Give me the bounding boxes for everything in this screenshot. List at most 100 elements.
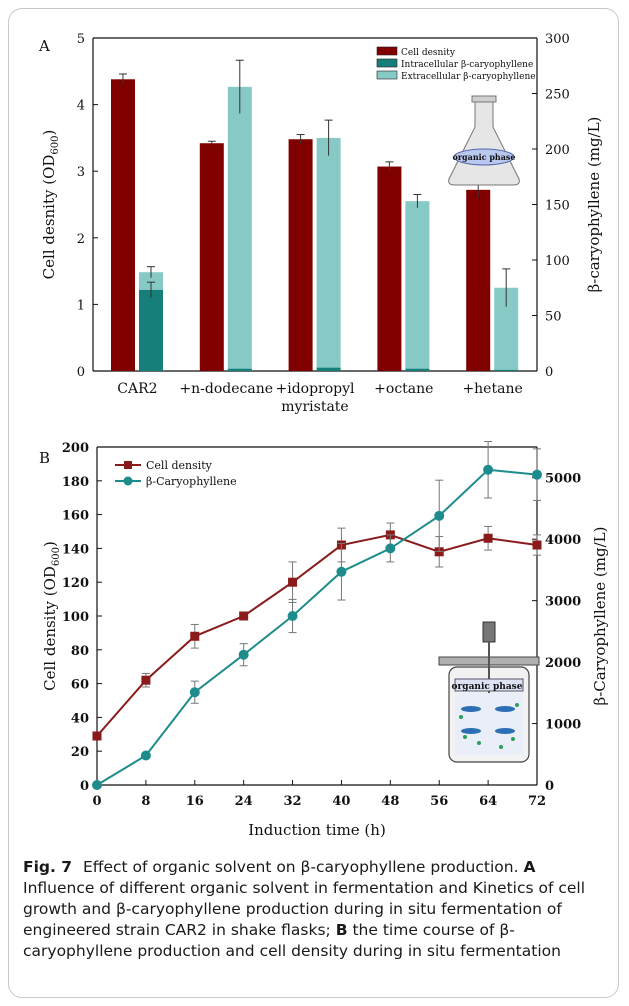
a-left-tick-label: 3: [77, 165, 85, 180]
flask-organic-label: organic phase: [452, 152, 515, 162]
a-legend-label: Intracellular β-caryophyllene: [401, 60, 533, 70]
b-point-cell-density: [92, 731, 102, 741]
a-bar-intracellular: [139, 289, 163, 371]
a-bar-cell-density: [377, 166, 402, 371]
b-legend-label: β-Caryophyllene: [146, 475, 237, 488]
b-legend-marker: [123, 476, 133, 486]
b-legend-marker: [124, 461, 132, 469]
b-x-tick-label: 32: [284, 794, 302, 809]
a-bar-intracellular: [227, 368, 252, 371]
flask-inset: organic phase: [448, 95, 520, 186]
caption-a-label: A: [523, 858, 536, 876]
b-x-tick-label: 0: [92, 794, 101, 809]
a-legend-swatch: [376, 58, 398, 68]
flask-organic-layer: [453, 148, 515, 166]
b-left-tick-label: 60: [71, 678, 89, 693]
a-legend-label: Cell desnity: [401, 48, 456, 58]
b-x-tick-label: 64: [479, 794, 497, 809]
a-category-label: +n-dodecane: [179, 381, 273, 397]
reactor-organic-layer: [454, 678, 524, 692]
a-legend-swatch: [376, 70, 398, 80]
bioreactor-inset: organic phase: [438, 621, 540, 763]
a-bar-cell-density: [288, 139, 313, 371]
b-x-tick-label: 72: [528, 794, 546, 809]
caption-title: Effect of organic solvent on β-caryophyl…: [83, 858, 519, 876]
caption-b-label: B: [335, 921, 348, 939]
flask-body: [448, 100, 520, 186]
a-left-axis-title: Cell desnity (OD600): [40, 130, 61, 280]
panel-a-letter: A: [38, 37, 50, 55]
a-bar-intracellular: [494, 369, 519, 371]
b-point-caryophyllene: [483, 464, 494, 475]
b-point-caryophyllene: [336, 566, 347, 577]
b-line-cell-density: [96, 533, 538, 737]
b-x-tick-label: 8: [141, 794, 150, 809]
a-legend-label: Extracellular β-caryophyllene: [401, 72, 536, 82]
b-point-caryophyllene: [238, 649, 249, 660]
b-left-axis-title: Cell density (OD600): [41, 541, 62, 691]
b-line-caryophyllene: [96, 468, 538, 786]
caption-b-text: the time course of β-caryophyllene produ…: [23, 921, 561, 960]
a-right-tick-label: 100: [545, 254, 570, 269]
b-point-cell-density: [239, 611, 249, 621]
reactor-impeller: [461, 728, 481, 734]
b-x-tick-label: 48: [381, 794, 399, 809]
a-bar-cell-density: [199, 143, 224, 371]
b-point-cell-density: [141, 675, 151, 685]
figure-caption: Fig. 7 Effect of organic solvent on β-ca…: [23, 857, 604, 962]
reactor-cell: [463, 735, 467, 739]
b-x-tick-label: 24: [235, 794, 253, 809]
panel-b-chart: B020406080100120140160180200010002000300…: [39, 440, 609, 839]
a-right-tick-label: 0: [545, 365, 553, 380]
b-right-axis-title: β-Caryophyllene (mg/L): [591, 527, 609, 706]
b-point-caryophyllene: [385, 543, 396, 554]
b-left-tick-label: 180: [62, 475, 89, 490]
a-left-tick-label: 2: [77, 232, 85, 247]
b-x-axis-title: Induction time (h): [248, 821, 386, 839]
a-bar-intracellular: [316, 367, 341, 371]
reactor-organic-label: organic phase: [452, 682, 523, 692]
reactor-cell: [515, 703, 519, 707]
flask-neck-rim: [471, 95, 497, 103]
reactor-cell: [511, 737, 515, 741]
reactor-broth: [455, 693, 523, 755]
reactor-cell: [477, 741, 481, 745]
b-x-tick-label: 56: [430, 794, 448, 809]
b-left-tick-label: 200: [62, 441, 89, 456]
a-bar-extracellular: [405, 201, 430, 371]
a-bar-cell-density: [111, 79, 135, 372]
b-point-caryophyllene: [140, 750, 151, 761]
b-legend-label: Cell density: [146, 459, 213, 472]
b-left-tick-label: 20: [71, 745, 89, 760]
a-legend-swatch: [376, 46, 398, 56]
a-bar-cell-density: [466, 189, 491, 371]
a-left-tick-label: 1: [77, 298, 85, 313]
b-left-tick-label: 80: [71, 644, 89, 659]
a-category-label: CAR2: [117, 381, 157, 397]
b-right-tick-label: 5000: [545, 472, 581, 487]
reactor-impeller: [461, 706, 481, 712]
b-right-tick-label: 3000: [545, 595, 581, 610]
a-bar-intracellular: [405, 368, 430, 371]
b-point-caryophyllene: [434, 510, 445, 521]
a-right-tick-label: 200: [545, 143, 570, 158]
reactor-cell: [499, 745, 503, 749]
reactor-cell: [459, 715, 463, 719]
b-left-tick-label: 140: [62, 542, 89, 557]
b-x-tick-label: 16: [186, 794, 204, 809]
b-x-tick-label: 40: [332, 794, 350, 809]
b-right-tick-label: 0: [545, 779, 554, 794]
a-category-label: +hetane: [462, 381, 522, 397]
b-point-caryophyllene: [287, 611, 298, 621]
b-right-tick-label: 1000: [545, 718, 581, 733]
b-right-tick-label: 2000: [545, 656, 581, 671]
a-category-label: +octane: [374, 381, 433, 397]
b-right-tick-label: 4000: [545, 533, 581, 548]
b-point-cell-density: [288, 577, 298, 587]
a-right-tick-label: 150: [545, 199, 570, 214]
reactor-motor: [482, 621, 496, 643]
b-left-tick-label: 40: [71, 711, 89, 726]
a-left-tick-label: 5: [77, 32, 85, 47]
b-point-cell-density: [483, 533, 493, 543]
